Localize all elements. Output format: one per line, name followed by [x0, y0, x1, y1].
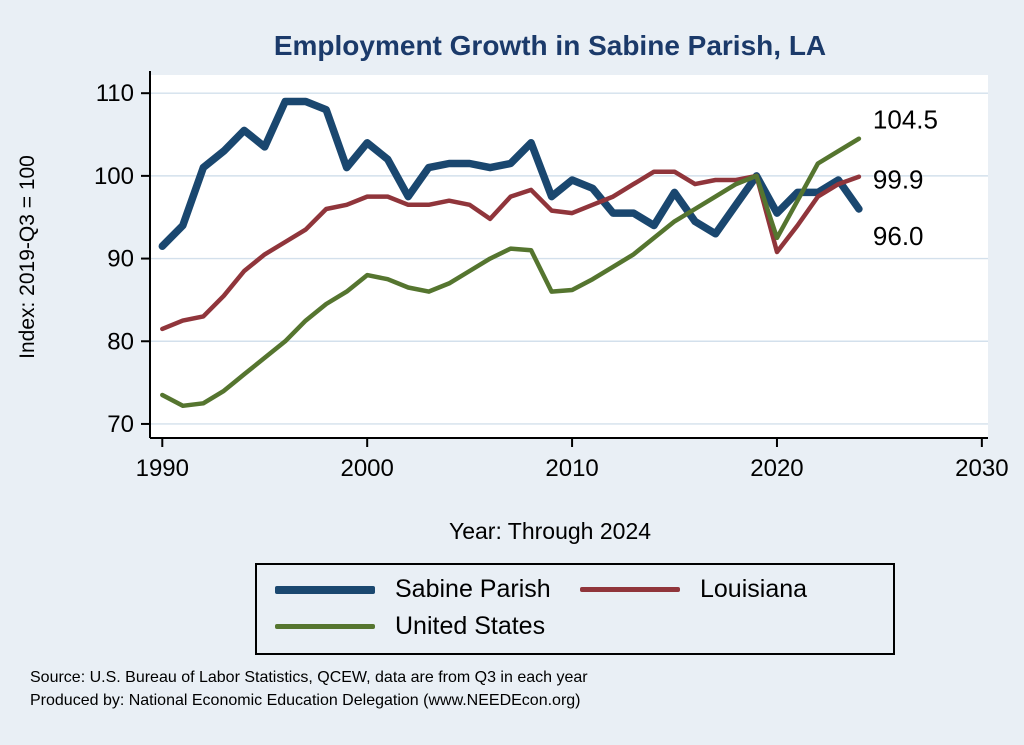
legend-swatch	[275, 585, 375, 594]
chart-legend: Sabine Parish Louisiana United States	[255, 563, 895, 655]
y-tick-label: 70	[107, 411, 134, 438]
series-line-louisiana	[160, 169, 862, 332]
x-tick-label: 2020	[750, 455, 803, 482]
source-note: Source: U.S. Bureau of Labor Statistics,…	[30, 669, 588, 686]
legend-item-louisiana: Louisiana	[580, 575, 875, 604]
x-axis-label: Year: Through 2024	[448, 518, 652, 544]
legend-label: Louisiana	[700, 575, 808, 603]
end-value-label: 104.5	[873, 105, 938, 135]
chart-canvas: 70 80 90 100 110 1990 2000 2010 2020 2030 96.0 99.9…	[94, 71, 1009, 482]
y-tick-label: 110	[96, 80, 134, 107]
legend-swatch	[580, 587, 680, 592]
series-line-united-states	[160, 136, 862, 409]
chart-title: Employment Growth in Sabine Parish, LA	[273, 30, 827, 61]
y-tick-label: 90	[107, 246, 134, 273]
end-value-label: 99.9	[873, 165, 924, 195]
chart-notes: Source: U.S. Bureau of Labor Statistics,…	[30, 666, 990, 712]
x-tick-label: 2010	[545, 455, 598, 482]
y-tick-label: 80	[107, 328, 134, 355]
produced-by-note: Produced by: National Economic Education…	[30, 692, 581, 709]
legend-label: United States	[395, 612, 546, 640]
y-tick-label: 100	[94, 163, 134, 190]
plot-area	[150, 75, 988, 438]
legend-swatch	[275, 624, 375, 629]
legend-label: Sabine Parish	[395, 575, 551, 603]
legend-item-sabine-parish: Sabine Parish	[275, 575, 570, 604]
series-line-sabine-parish	[158, 97, 863, 250]
x-tick-label: 1990	[136, 455, 189, 482]
x-tick-label: 2000	[340, 455, 393, 482]
end-value-label: 96.0	[873, 221, 924, 251]
x-tick-label: 2030	[955, 455, 1008, 482]
legend-item-united-states: United States	[275, 612, 570, 641]
